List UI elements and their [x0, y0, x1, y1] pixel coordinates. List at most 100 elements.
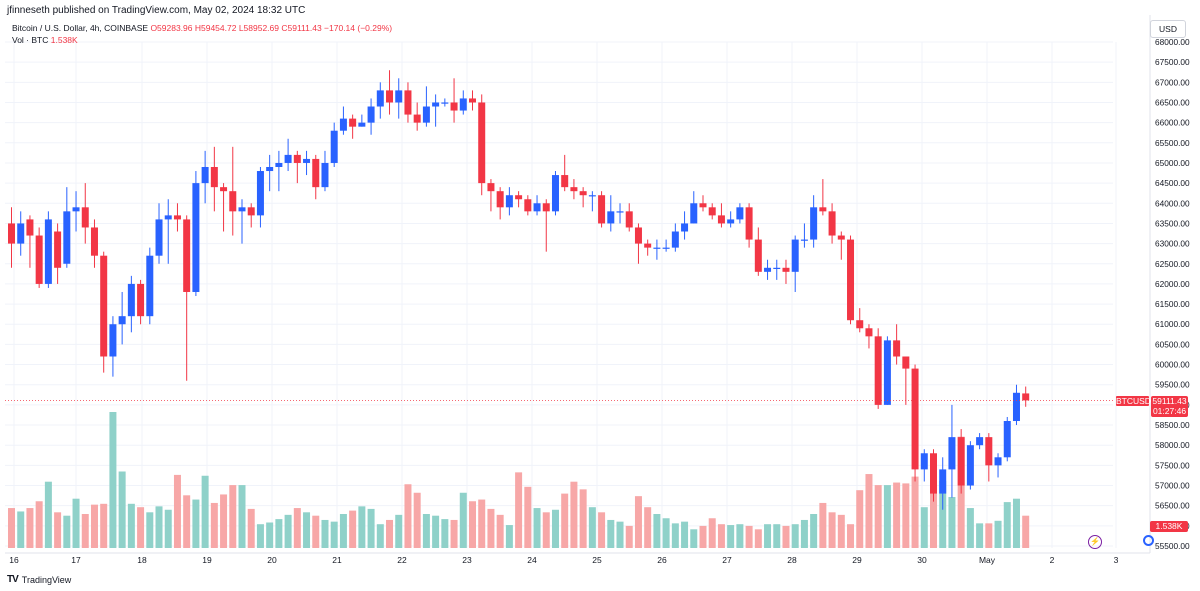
volume-bar: [256, 524, 264, 548]
candle: [533, 195, 541, 216]
candle-body: [515, 195, 523, 200]
candle: [856, 308, 864, 333]
price-tick-label: 68000.00: [1155, 37, 1190, 47]
candle-body: [303, 158, 311, 163]
time-tick-label: 19: [202, 555, 212, 565]
last-price-tag: 59111.43 01:27:46: [1151, 396, 1188, 417]
candle: [754, 227, 762, 276]
footer-branding[interactable]: TV TradingView: [7, 574, 71, 585]
candle: [671, 223, 679, 252]
price-tick-label: 60500.00: [1155, 339, 1190, 349]
pin-icon[interactable]: [1143, 535, 1154, 546]
candle: [469, 90, 476, 111]
volume-bar: [810, 514, 818, 548]
candle-body: [496, 191, 504, 208]
price-tick-label: 67000.00: [1155, 77, 1190, 87]
volume-bar: [44, 481, 52, 548]
time-tick-label: 24: [527, 555, 537, 565]
candle: [8, 207, 15, 268]
candle: [994, 453, 1002, 478]
candle: [634, 223, 642, 264]
candle-body: [441, 102, 449, 104]
volume-bar: [395, 514, 403, 548]
volume-bar: [930, 480, 937, 548]
candle-body: [533, 203, 541, 212]
volume-bar: [828, 512, 836, 548]
volume-bar: [386, 519, 394, 548]
volume-bar: [210, 502, 218, 548]
candle: [496, 187, 504, 220]
volume-bar: [432, 515, 440, 548]
price-tick-label: 61000.00: [1155, 319, 1190, 329]
flash-icon[interactable]: ⚡: [1088, 535, 1102, 549]
candle: [478, 94, 486, 196]
time-tick-label: 26: [657, 555, 667, 565]
candle: [395, 78, 403, 119]
candle: [681, 211, 689, 240]
candle: [736, 203, 744, 224]
candle-body: [450, 102, 458, 111]
candle: [220, 183, 228, 232]
candle: [524, 195, 532, 216]
candle: [561, 154, 569, 192]
candle-body: [192, 183, 200, 292]
candle-body: [164, 215, 172, 220]
symbol-legend[interactable]: Bitcoin / U.S. Dollar, 4h, COINBASE O592…: [12, 23, 392, 33]
candle: [717, 203, 725, 228]
volume-bar: [791, 524, 799, 548]
volume-legend[interactable]: Vol · BTC 1.538K: [12, 35, 78, 45]
time-tick-label: 20: [267, 555, 277, 565]
candle-body: [736, 207, 744, 220]
volume-bar: [533, 508, 541, 548]
volume-bar: [1003, 502, 1011, 548]
candle-body: [800, 239, 808, 241]
candle: [625, 203, 633, 232]
currency-button[interactable]: USD: [1150, 20, 1186, 38]
time-tick-label: 18: [137, 555, 147, 565]
candle: [303, 150, 311, 176]
volume-bar: [588, 507, 596, 548]
volume-bar: [146, 512, 154, 548]
candle: [865, 324, 873, 349]
time-tick-label: 25: [592, 555, 602, 565]
volume-bar: [782, 525, 790, 548]
candle-body: [994, 457, 1002, 466]
candle: [330, 122, 338, 167]
candle: [690, 191, 698, 224]
candle-body: [17, 223, 25, 244]
candle-body: [634, 227, 642, 244]
volume-bar: [681, 521, 689, 548]
volume-bar: [561, 493, 569, 548]
volume-bar: [155, 506, 163, 548]
tradingview-logo-icon: TV: [7, 574, 19, 585]
candle: [579, 187, 587, 208]
volume-bar: [570, 481, 578, 548]
volume-bar: [293, 508, 301, 548]
volume-bar: [127, 503, 135, 548]
volume-bar: [100, 503, 108, 548]
candle: [653, 239, 661, 260]
volume-bar: [450, 519, 458, 548]
volume-bar: [478, 499, 486, 548]
candle-body: [155, 219, 163, 256]
candle-body: [26, 219, 34, 236]
price-tick-label: 63500.00: [1155, 218, 1190, 228]
candle: [54, 223, 62, 284]
time-tick-label: May: [979, 555, 996, 565]
volume-bar: [109, 412, 117, 548]
volume-bar: [17, 511, 25, 548]
candle-body: [201, 166, 209, 184]
candle: [312, 154, 320, 200]
volume-bar: [837, 514, 845, 548]
candle: [63, 187, 71, 268]
candle-body: [100, 255, 108, 357]
candle-body: [902, 356, 910, 369]
volume-bar: [699, 525, 707, 548]
candle-body: [183, 219, 191, 292]
candle: [137, 279, 145, 325]
candle: [819, 179, 827, 216]
volume-bar: [63, 515, 71, 548]
volume-bar: [607, 519, 615, 548]
volume-bar: [413, 492, 421, 548]
